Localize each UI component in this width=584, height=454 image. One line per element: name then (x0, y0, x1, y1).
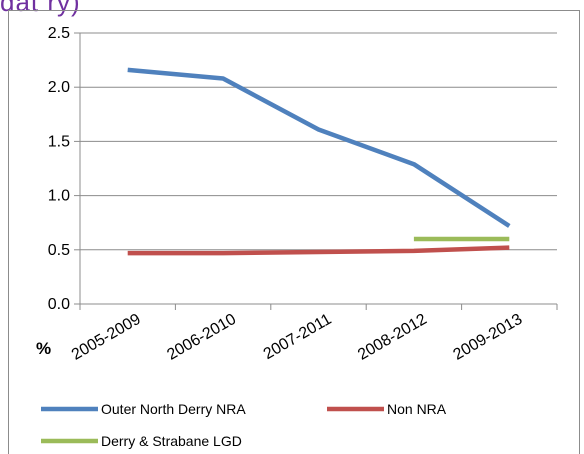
series-line-0 (127, 67, 511, 228)
series-lines (127, 67, 511, 256)
x-tick-label: 2008-2012 (355, 311, 430, 364)
gridlines (80, 32, 557, 251)
x-tick-label: 2007-2011 (261, 311, 335, 363)
legend: Outer North Derry NRA Non NRA Derry & Stra… (41, 401, 447, 449)
y-unit-label: % (36, 339, 51, 358)
series-line-1 (127, 245, 510, 256)
y-tick-label: 2.5 (48, 25, 70, 42)
x-tick-label: 2005-2009 (69, 311, 144, 364)
legend-label: Non NRA (387, 401, 447, 417)
axes (74, 32, 558, 310)
y-tick-label: 0.0 (48, 296, 70, 313)
legend-label: Derry & Strabane LGD (101, 433, 242, 449)
y-tick-label: 1.0 (48, 188, 70, 205)
y-tick-label: 1.5 (48, 133, 70, 150)
x-tick-label: 2009-2013 (451, 311, 526, 364)
chart-frame (8, 10, 580, 454)
legend-label: Outer North Derry NRA (101, 401, 246, 417)
x-tick-label: 2006-2010 (164, 311, 239, 364)
y-tick-label: 2.0 (48, 79, 70, 96)
y-tick-label: 0.5 (48, 242, 70, 259)
tick-labels: 0.0 0.5 1.0 1.5 2.0 2.5 2005-2009 2006-2010 2007… (36, 25, 525, 364)
chart-title-fragment: dat ry) (0, 0, 81, 17)
